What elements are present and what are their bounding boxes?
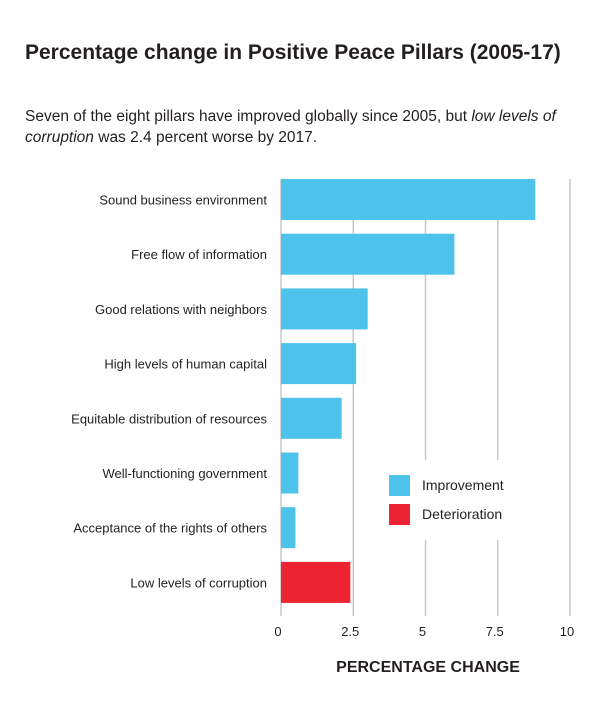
category-label: Good relations with neighbors	[95, 302, 267, 317]
category-label: Acceptance of the rights of others	[73, 521, 267, 536]
chart-title: Percentage change in Positive Peace Pill…	[25, 41, 561, 64]
bar	[281, 343, 357, 385]
subtitle-text-2: was 2.4 percent worse by 2017.	[93, 129, 318, 146]
legend-background	[376, 460, 566, 540]
bar	[281, 179, 536, 220]
category-label: Free flow of information	[131, 247, 267, 262]
x-axis-title: PERCENTAGE CHANGE	[336, 659, 520, 676]
category-label: High levels of human capital	[104, 357, 267, 372]
bar	[281, 288, 368, 330]
legend-label: Improvement	[422, 477, 504, 493]
legend-label: Deterioration	[422, 506, 502, 522]
bar	[281, 233, 455, 275]
bar	[281, 397, 342, 439]
bar	[281, 452, 299, 494]
bar	[281, 507, 296, 549]
x-tick-label: 5	[419, 624, 426, 639]
category-label: Sound business environment	[99, 193, 267, 208]
x-tick-label: 7.5	[486, 624, 504, 639]
bar	[281, 561, 351, 603]
x-tick-label: 10	[560, 624, 574, 639]
category-label: Well-functioning government	[102, 466, 267, 481]
x-tick-label: 2.5	[341, 624, 359, 639]
chart-subtitle: Seven of the eight pillars have improved…	[25, 106, 585, 148]
legend-swatch	[389, 504, 410, 525]
category-label: Equitable distribution of resources	[71, 411, 267, 426]
subtitle-italic: low levels of corruption	[25, 108, 556, 146]
x-tick-label: 0	[274, 624, 281, 639]
category-label: Low levels of corruption	[130, 575, 267, 590]
subtitle-text-1: Seven of the eight pillars have improved…	[25, 108, 472, 125]
legend-swatch	[389, 475, 410, 496]
